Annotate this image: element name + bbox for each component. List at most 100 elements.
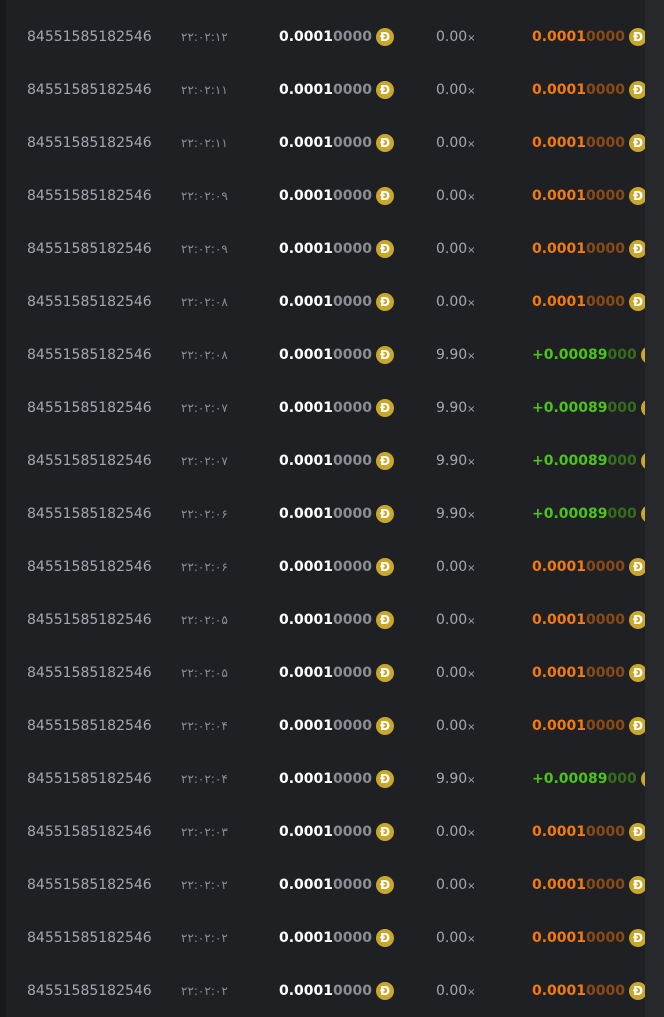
bet-id[interactable]: 84551585182546 <box>27 611 152 628</box>
bet-id[interactable]: 84551585182546 <box>27 770 152 787</box>
multiplier: 0.00× <box>436 188 476 204</box>
multiplier-value: 0.00 <box>436 240 468 257</box>
dogecoin-icon: Ð <box>376 875 394 894</box>
bet-row[interactable]: 84551585182546 ۲۲:۰۲:۰۹ 0.0001 0000 Ð 0.00× 0.… <box>0 222 645 275</box>
payout-dim: 0000 <box>586 240 625 257</box>
payout-main: 0.0001 <box>532 240 587 257</box>
bet-id[interactable]: 84551585182546 <box>27 664 152 681</box>
payout: 0.0001 0000 Ð <box>532 292 645 311</box>
multiplier: 9.90× <box>436 347 476 363</box>
multiplier-value: 9.90 <box>436 452 468 469</box>
multiplier: 0.00× <box>436 294 476 310</box>
bet-row[interactable]: 84551585182546 ۲۲:۰۲:۰۴ 0.0001 0000 Ð 9.90× +0… <box>0 752 645 805</box>
bet-id[interactable]: 84551585182546 <box>27 823 152 840</box>
multiplier-value: 9.90 <box>436 505 468 522</box>
bet-id[interactable]: 84551585182546 <box>27 505 152 522</box>
bet-row[interactable]: 84551585182546 ۲۲:۰۲:۰۳ 0.0001 0000 Ð 0.00× 0.… <box>0 805 645 858</box>
multiplier-value: 0.00 <box>436 823 468 840</box>
bet-time: ۲۲:۰۲:۰۹ <box>181 241 228 256</box>
bet-id[interactable]: 84551585182546 <box>27 134 152 151</box>
bet-row[interactable]: 84551585182546 ۲۲:۰۲:۰۹ 0.0001 0000 Ð 0.00× 0.… <box>0 169 645 222</box>
payout: 0.0001 0000 Ð <box>532 875 645 894</box>
multiplier-suffix: × <box>467 297 476 309</box>
bet-row[interactable]: 84551585182546 ۲۲:۰۲:۰۷ 0.0001 0000 Ð 9.90× +0… <box>0 381 645 434</box>
bet-amount: 0.0001 0000 Ð <box>279 981 394 1000</box>
multiplier-value: 0.00 <box>436 876 468 893</box>
payout: 0.0001 0000 Ð <box>532 663 645 682</box>
bet-row[interactable]: 84551585182546 ۲۲:۰۲:۰۲ 0.0001 0000 Ð 0.00× 0.… <box>0 858 645 911</box>
multiplier: 0.00× <box>436 665 476 681</box>
bet-id[interactable]: 84551585182546 <box>27 28 152 45</box>
multiplier-value: 9.90 <box>436 346 468 363</box>
bet-id[interactable]: 84551585182546 <box>27 558 152 575</box>
bet-row[interactable]: 84551585182546 ۲۲:۰۲:۰۲ 0.0001 0000 Ð 0.00× 0.… <box>0 964 645 1017</box>
bet-amount-dim: 0000 <box>333 717 372 734</box>
multiplier: 9.90× <box>436 453 476 469</box>
bet-amount-dim: 0000 <box>333 929 372 946</box>
bet-amount: 0.0001 0000 Ð <box>279 398 394 417</box>
bet-row[interactable]: 84551585182546 ۲۲:۰۲:۰۸ 0.0001 0000 Ð 9.90× +0… <box>0 328 645 381</box>
dogecoin-icon: Ð <box>376 451 394 470</box>
bet-id[interactable]: 84551585182546 <box>27 81 152 98</box>
bet-id[interactable]: 84551585182546 <box>27 399 152 416</box>
payout: 0.0001 0000 Ð <box>532 557 645 576</box>
payout: 0.0001 0000 Ð <box>532 716 645 735</box>
bet-id[interactable]: 84551585182546 <box>27 929 152 946</box>
payout-dim: 0000 <box>586 81 625 98</box>
bet-amount-main: 0.0001 <box>279 452 334 469</box>
payout-main: +0.00089 <box>532 505 608 522</box>
dogecoin-icon: Ð <box>629 133 645 152</box>
bet-amount-dim: 0000 <box>333 770 372 787</box>
bet-id[interactable]: 84551585182546 <box>27 876 152 893</box>
payout-main: 0.0001 <box>532 134 587 151</box>
dogecoin-icon: Ð <box>629 80 645 99</box>
multiplier-suffix: × <box>467 615 476 627</box>
bet-row[interactable]: 84551585182546 ۲۲:۰۲:۰۵ 0.0001 0000 Ð 0.00× 0.… <box>0 646 645 699</box>
multiplier: 0.00× <box>436 824 476 840</box>
bet-amount-main: 0.0001 <box>279 346 334 363</box>
bet-amount-main: 0.0001 <box>279 28 334 45</box>
bet-row[interactable]: 84551585182546 ۲۲:۰۲:۰۶ 0.0001 0000 Ð 9.90× +0… <box>0 487 645 540</box>
scrollbar-track[interactable] <box>645 0 664 1017</box>
bet-amount-dim: 0000 <box>333 505 372 522</box>
payout-dim: 0000 <box>586 187 625 204</box>
payout: +0.00089000Ð <box>532 504 645 523</box>
bet-row[interactable]: 84551585182546 ۲۲:۰۲:۰۴ 0.0001 0000 Ð 0.00× 0.… <box>0 699 645 752</box>
multiplier-suffix: × <box>467 986 476 998</box>
bet-row[interactable]: 84551585182546 ۲۲:۰۲:۰۲ 0.0001 0000 Ð 0.00× 0.… <box>0 911 645 964</box>
bet-row[interactable]: 84551585182546 ۲۲:۰۲:۰۵ 0.0001 0000 Ð 0.00× 0.… <box>0 593 645 646</box>
multiplier: 0.00× <box>436 241 476 257</box>
bet-amount: 0.0001 0000 Ð <box>279 557 394 576</box>
bet-amount-dim: 0000 <box>333 293 372 310</box>
bet-row[interactable]: 84551585182546 ۲۲:۰۲:۱۱ 0.0001 0000 Ð 0.00× 0.… <box>0 116 645 169</box>
payout-main: 0.0001 <box>532 929 587 946</box>
bet-id[interactable]: 84551585182546 <box>27 187 152 204</box>
bet-id[interactable]: 84551585182546 <box>27 346 152 363</box>
bet-row[interactable]: 84551585182546 ۲۲:۰۲:۱۲ 0.0001 0000 Ð 0.00× 0.… <box>0 10 645 63</box>
bet-id[interactable]: 84551585182546 <box>27 982 152 999</box>
bet-amount-main: 0.0001 <box>279 81 334 98</box>
bet-id[interactable]: 84551585182546 <box>27 293 152 310</box>
bet-row[interactable]: 84551585182546 ۲۲:۰۲:۱۱ 0.0001 0000 Ð 0.00× 0.… <box>0 63 645 116</box>
dogecoin-icon: Ð <box>640 451 645 470</box>
multiplier: 9.90× <box>436 400 476 416</box>
bet-id[interactable]: 84551585182546 <box>27 452 152 469</box>
dogecoin-icon: Ð <box>376 981 394 1000</box>
bet-amount-dim: 0000 <box>333 558 372 575</box>
payout-main: 0.0001 <box>532 293 587 310</box>
bet-row[interactable]: 84551585182546 ۲۲:۰۲:۰۶ 0.0001 0000 Ð 0.00× 0.… <box>0 540 645 593</box>
bet-amount: 0.0001 0000 Ð <box>279 610 394 629</box>
bet-row[interactable]: 84551585182546 ۲۲:۰۲:۰۸ 0.0001 0000 Ð 0.00× 0.… <box>0 275 645 328</box>
payout-main: 0.0001 <box>532 81 587 98</box>
bet-id[interactable]: 84551585182546 <box>27 717 152 734</box>
payout-dim: 000 <box>607 505 637 522</box>
payout: +0.00089000Ð <box>532 451 645 470</box>
bet-amount-main: 0.0001 <box>279 134 334 151</box>
multiplier: 0.00× <box>436 559 476 575</box>
bet-amount: 0.0001 0000 Ð <box>279 27 394 46</box>
bet-id[interactable]: 84551585182546 <box>27 240 152 257</box>
bet-row[interactable]: 84551585182546 ۲۲:۰۲:۰۷ 0.0001 0000 Ð 9.90× +0… <box>0 434 645 487</box>
bet-amount: 0.0001 0000 Ð <box>279 928 394 947</box>
payout: 0.0001 0000 Ð <box>532 186 645 205</box>
payout-main: 0.0001 <box>532 717 587 734</box>
